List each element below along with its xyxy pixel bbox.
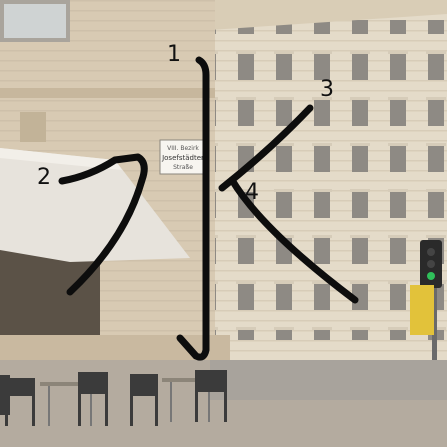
stroke-number-1: 1 [167, 42, 181, 67]
stroke-number-3: 3 [320, 77, 334, 102]
street-sign-line-2: Josefstädter [161, 154, 204, 162]
stroke-1 [176, 56, 210, 361]
right-building [210, 0, 447, 360]
street-sign: VIII. Bezirk Josefstädter Straße [159, 139, 207, 175]
street-sign-line-3: Straße [173, 164, 193, 171]
stroke-2 [58, 153, 148, 296]
awning [0, 148, 190, 262]
stroke-numbers: 1 2 3 4 [37, 42, 334, 205]
traffic-light [410, 240, 442, 425]
stroke-number-2: 2 [37, 165, 51, 190]
stroke-number-4: 4 [245, 180, 259, 205]
stroke-4 [228, 176, 359, 304]
character-strokes [58, 56, 359, 361]
cafe-furniture [0, 370, 227, 426]
street-sign-line-1: VIII. Bezirk [167, 145, 199, 152]
